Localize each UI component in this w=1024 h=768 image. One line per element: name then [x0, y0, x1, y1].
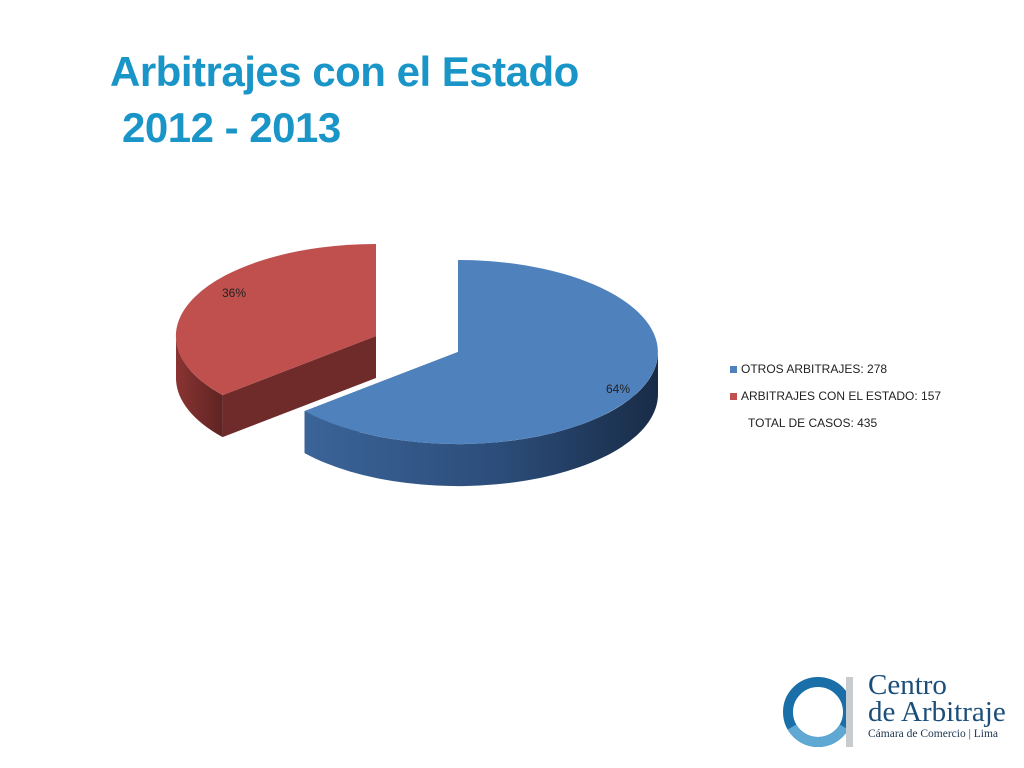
logo-line-centro: Centro — [868, 669, 947, 701]
chart-legend: OTROS ARBITRAJES: 278 ARBITRAJES CON EL … — [730, 362, 941, 430]
pie-slice-otros — [304, 260, 658, 444]
legend-label-estado: ARBITRAJES CON EL ESTADO: 157 — [741, 389, 942, 403]
legend-swatch-otros — [730, 365, 737, 373]
legend-item-estado: ARBITRAJES CON EL ESTADO: 157 — [730, 389, 941, 403]
legend-item-otros: OTROS ARBITRAJES: 278 — [730, 362, 941, 376]
slice-label-otros: 64% — [606, 382, 630, 396]
legend-label-otros: OTROS ARBITRAJES: 278 — [741, 362, 888, 376]
logo-text: Centro de Arbitraje Cámara de Comercio |… — [868, 669, 1006, 742]
logo-line-camara: Cámara de Comercio | Lima — [868, 728, 999, 740]
centro-arbitraje-logo: Centro de Arbitraje Cámara de Comercio |… — [780, 669, 1020, 752]
pie-slice-estado — [175, 243, 376, 396]
logo-ring-icon — [783, 677, 853, 748]
pie-wall-estado — [222, 336, 376, 438]
legend-swatch-estado — [730, 392, 737, 400]
slide-subtitle-years: 2012 - 2013 — [122, 104, 341, 151]
slice-label-estado: 36% — [222, 286, 246, 300]
pie-side-estado — [175, 336, 223, 438]
slide-title: Arbitrajes con el Estado — [110, 48, 579, 95]
pie-side-otros — [304, 352, 659, 487]
logo-line-arbitraje: de Arbitraje — [868, 696, 1006, 728]
total-cases-note: TOTAL DE CASOS: 435 — [748, 416, 878, 430]
